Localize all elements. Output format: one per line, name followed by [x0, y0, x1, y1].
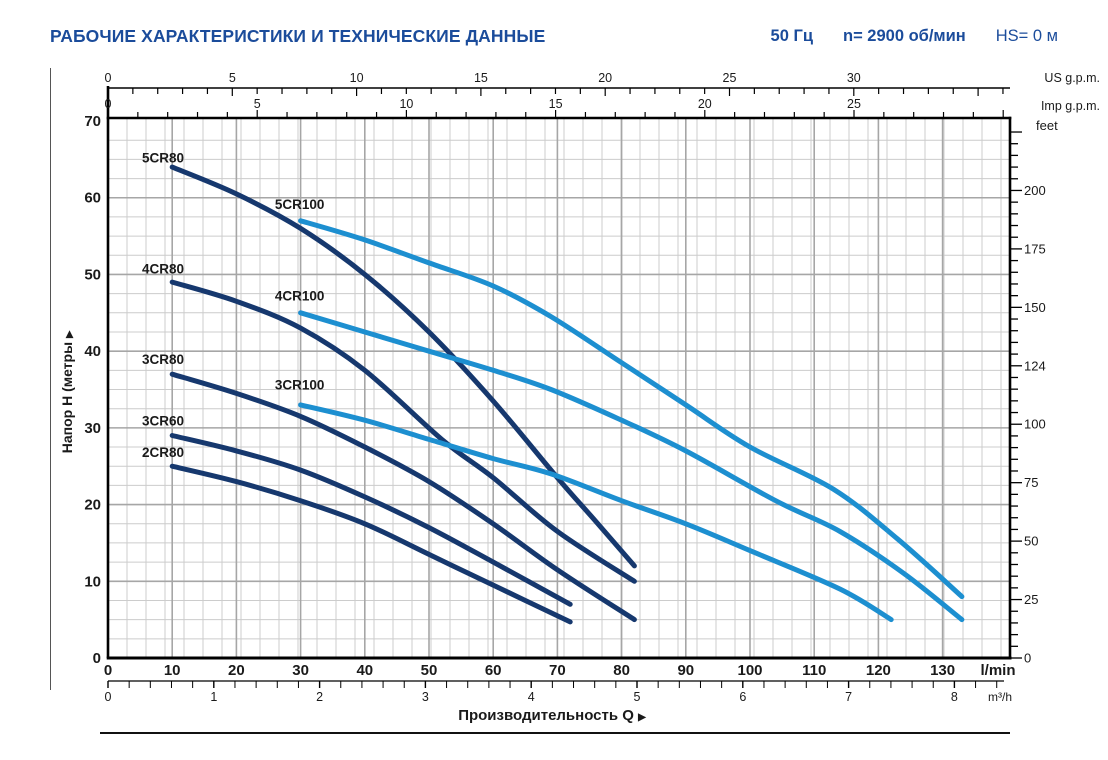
- feet-tick-label: 200: [1024, 183, 1046, 198]
- m3h-unit-label: m³/h: [988, 690, 1012, 704]
- us-gpm-tick-label: 10: [350, 71, 364, 85]
- us-gpm-tick-label: 25: [723, 71, 737, 85]
- us-gpm-unit-label: US g.p.m.: [1044, 71, 1100, 85]
- y-axis-title-text: Напор H (метры ▶: [59, 329, 75, 453]
- grid-minor: [108, 118, 1010, 658]
- lmin-tick-label: 70: [549, 662, 566, 679]
- head-tick-label: 30: [84, 420, 101, 437]
- curve-3CR80: [169, 371, 637, 623]
- curve-label-5CR100: 5CR100: [275, 197, 325, 212]
- head-tick-label: 50: [84, 266, 101, 283]
- curve-label-5CR80: 5CR80: [142, 150, 184, 165]
- frequency-value: 50 Гц: [770, 27, 813, 45]
- lmin-tick-label: 100: [737, 662, 762, 679]
- m3h-tick-label: 5: [634, 690, 641, 704]
- curve-label-3CR100: 3CR100: [275, 378, 325, 393]
- imp-gpm-tick-label: 10: [399, 97, 413, 111]
- page-title: РАБОЧИЕ ХАРАКТЕРИСТИКИ И ТЕХНИЧЕСКИЕ ДАН…: [50, 26, 546, 46]
- imp-gpm-tick-label: 0: [105, 97, 112, 111]
- feet-tick-label: 100: [1024, 417, 1046, 432]
- head-tick-label: 40: [84, 343, 101, 360]
- axis-us-gpm: 0 5 10 15 20 25 30 US g.p.m.: [105, 71, 1100, 96]
- frame-lines: [50, 68, 1010, 734]
- curve-4CR100: [298, 310, 965, 623]
- feet-tick-label: 25: [1024, 592, 1038, 607]
- axis-lmin: 0 10 20 30 40 50 60 70 80 90 100 110 120 130 l/min: [104, 662, 1016, 679]
- m3h-tick-label: 2: [316, 690, 323, 704]
- m3h-tick-label: 7: [845, 690, 852, 704]
- imp-gpm-unit-label: Imp g.p.m.: [1041, 99, 1100, 113]
- lmin-tick-label: 130: [930, 662, 955, 679]
- y-axis-title: Напор H (метры ▶: [59, 329, 75, 453]
- curve-label-3CR80: 3CR80: [142, 352, 184, 367]
- feet-tick-label: 0: [1024, 651, 1031, 666]
- lmin-tick-label: 120: [866, 662, 891, 679]
- curve-3CR60: [169, 433, 573, 607]
- feet-tick-label: 75: [1024, 475, 1038, 490]
- x-axis-title: Производительность Q ▶: [458, 707, 647, 724]
- lmin-tick-label: 20: [228, 662, 245, 679]
- feet-tick-label: 124: [1024, 358, 1046, 373]
- head-tick-label: 20: [84, 497, 101, 514]
- lmin-tick-label: 60: [485, 662, 502, 679]
- head-tick-label: 60: [84, 190, 101, 207]
- curve-label-4CR100: 4CR100: [275, 289, 325, 304]
- us-gpm-tick-label: 5: [229, 71, 236, 85]
- m3h-tick-label: 8: [951, 690, 958, 704]
- axis-feet: 0 25 50 75 100 124 150 175 200 feet: [1011, 118, 1058, 666]
- curve-4CR80: [169, 279, 637, 584]
- m3h-tick-label: 6: [739, 690, 746, 704]
- imp-gpm-tick-label: 5: [254, 97, 261, 111]
- feet-tick-label: 150: [1024, 300, 1046, 315]
- curve-3CR100: [298, 402, 894, 623]
- curve-5CR100: [298, 218, 965, 600]
- feet-unit-label: feet: [1036, 118, 1058, 133]
- lmin-tick-label: 30: [292, 662, 309, 679]
- curves: 5CR80 4CR80 3CR80 3CR60 2CR80 5CR100 4CR100 3CR…: [142, 150, 965, 625]
- spec-values: 50 Гц n= 2900 об/мин HS= 0 м: [771, 27, 1058, 46]
- head-tick-label: 0: [93, 650, 101, 667]
- head-tick-label: 10: [84, 573, 101, 590]
- axis-imp-gpm: 0 5 10 15 20 25 Imp g.p.m.: [105, 97, 1100, 117]
- feet-tick-label: 175: [1024, 241, 1046, 256]
- curve-label-2CR80: 2CR80: [142, 445, 184, 460]
- plot-border: [106, 86, 1012, 660]
- curve-2CR80: [169, 463, 573, 625]
- axis-m3h: 0 1 2 3 4 5 6 7 8 m³/h: [105, 680, 1012, 704]
- lmin-tick-label: 90: [677, 662, 694, 679]
- curve-label-4CR80: 4CR80: [142, 262, 184, 277]
- us-gpm-tick-label: 20: [598, 71, 612, 85]
- lmin-unit-label: l/min: [980, 662, 1015, 679]
- us-gpm-tick-label: 15: [474, 71, 488, 85]
- lmin-tick-label: 40: [356, 662, 373, 679]
- imp-gpm-tick-label: 25: [847, 97, 861, 111]
- m3h-tick-label: 3: [422, 690, 429, 704]
- grid-major: [108, 118, 1010, 658]
- head-tick-label: 70: [84, 113, 101, 130]
- feet-tick-label: 50: [1024, 534, 1038, 549]
- y-axis-arrow: ▶: [64, 329, 75, 339]
- us-gpm-tick-label: 30: [847, 71, 861, 85]
- imp-gpm-tick-label: 20: [698, 97, 712, 111]
- lmin-tick-label: 0: [104, 662, 112, 679]
- m3h-tick-label: 1: [210, 690, 217, 704]
- m3h-tick-label: 0: [105, 690, 112, 704]
- lmin-tick-label: 10: [164, 662, 181, 679]
- speed-value: n= 2900 об/мин: [842, 27, 966, 45]
- lmin-tick-label: 50: [421, 662, 438, 679]
- imp-gpm-tick-label: 15: [549, 97, 563, 111]
- lmin-tick-label: 80: [613, 662, 630, 679]
- x-axis-arrow: ▶: [637, 712, 647, 723]
- us-gpm-tick-label: 0: [105, 71, 112, 85]
- curve-5CR80: [169, 164, 637, 569]
- m3h-tick-label: 4: [528, 690, 535, 704]
- suction-head-value: HS= 0 м: [995, 27, 1058, 45]
- curve-label-3CR60: 3CR60: [142, 414, 184, 429]
- x-axis-title-text: Производительность Q ▶: [458, 707, 647, 724]
- axis-head-m: 0 10 20 30 40 50 60 70: [84, 113, 101, 667]
- lmin-tick-label: 110: [802, 662, 826, 679]
